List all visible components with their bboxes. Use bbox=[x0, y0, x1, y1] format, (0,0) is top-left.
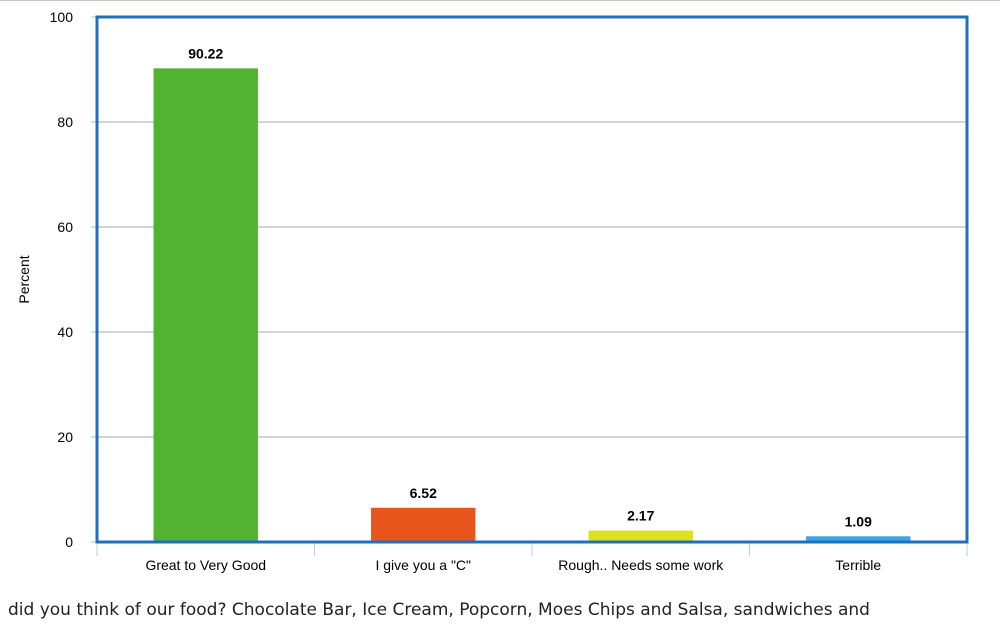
y-tick-label: 80 bbox=[57, 114, 73, 130]
data-labels: 90.22 6.52 2.17 1.09 bbox=[188, 45, 872, 529]
y-axis-title: Percent bbox=[16, 255, 32, 303]
bar-chart: 90.22 6.52 2.17 1.09 0 20 40 60 80 100 Great to … bbox=[16, 9, 969, 573]
plot-frame bbox=[95, 15, 969, 544]
bar bbox=[588, 530, 693, 542]
x-tick-label: Great to Very Good bbox=[145, 557, 266, 573]
y-tick-label: 100 bbox=[50, 9, 74, 25]
y-tick-label: 0 bbox=[65, 534, 73, 550]
bar bbox=[806, 536, 911, 542]
bar bbox=[371, 507, 476, 542]
data-label: 6.52 bbox=[410, 485, 437, 501]
data-label: 90.22 bbox=[188, 45, 223, 61]
y-axis-ticks: 0 20 40 60 80 100 bbox=[50, 9, 97, 550]
x-tick-label: Terrible bbox=[835, 557, 881, 573]
data-label: 2.17 bbox=[627, 508, 654, 524]
bars bbox=[153, 68, 911, 542]
x-axis-ticks: Great to Very Good I give you a "C" Rough.… bbox=[96, 542, 968, 573]
x-tick-label: Rough.. Needs some work bbox=[558, 557, 724, 573]
y-tick-label: 20 bbox=[57, 429, 73, 445]
x-tick-label: I give you a "C" bbox=[375, 557, 471, 573]
caption-text: did you think of our food? Chocolate Bar… bbox=[8, 600, 870, 620]
top-rule bbox=[0, 0, 1000, 1]
y-tick-label: 60 bbox=[57, 219, 73, 235]
bar bbox=[153, 68, 258, 542]
y-tick-label: 40 bbox=[57, 324, 73, 340]
data-label: 1.09 bbox=[845, 513, 872, 529]
